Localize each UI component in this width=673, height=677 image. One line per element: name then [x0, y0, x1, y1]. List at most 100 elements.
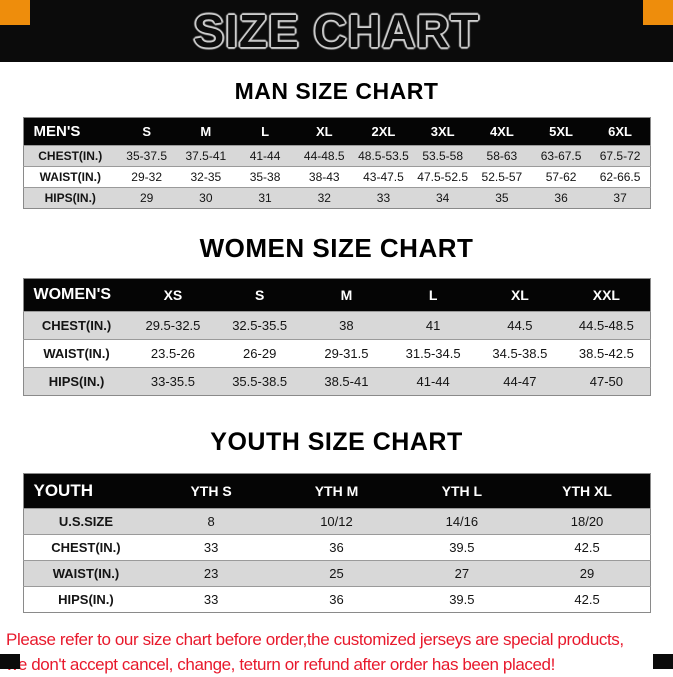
- size-value-cell: 36: [273, 534, 400, 561]
- size-value-cell: 30: [176, 187, 236, 209]
- women-size-chart-section: WOMEN SIZE CHART WOMEN'S XS S M L XL XXL…: [0, 233, 673, 396]
- row-label-cell: HIPS(IN.): [23, 586, 149, 613]
- size-value-cell: 62-66.5: [590, 166, 650, 188]
- women-header-row: WOMEN'S XS S M L XL XXL: [23, 278, 650, 312]
- men-hips-row: HIPS(IN.) 29 30 31 32 33 34 35 36 37: [23, 187, 650, 209]
- size-value-cell: 44.5-48.5: [563, 311, 650, 340]
- men-size-table: MEN'S S M L XL 2XL 3XL 4XL 5XL 6XL CHEST…: [22, 117, 651, 209]
- size-value-cell: 33: [148, 534, 274, 561]
- youth-section-heading: YOUTH SIZE CHART: [210, 428, 463, 456]
- row-label-cell: CHEST(IN.): [23, 145, 118, 167]
- men-header-row: MEN'S S M L XL 2XL 3XL 4XL 5XL 6XL: [23, 117, 650, 146]
- size-value-cell: 29.5-32.5: [129, 311, 217, 340]
- row-label-cell: WAIST(IN.): [23, 166, 118, 188]
- size-value-cell: 18/20: [524, 508, 650, 535]
- youth-header-row: YOUTH YTH S YTH M YTH L YTH XL: [23, 473, 650, 509]
- size-value-cell: 37: [590, 187, 650, 209]
- size-header-cell: XL: [294, 117, 354, 146]
- size-value-cell: 14/16: [399, 508, 525, 535]
- size-value-cell: 39.5: [399, 586, 525, 613]
- size-header-cell: 5XL: [531, 117, 591, 146]
- notice-line-2: we don't accept cancel, change, teturn o…: [6, 655, 555, 674]
- size-header-cell: YTH S: [148, 473, 274, 509]
- size-value-cell: 33-35.5: [129, 367, 217, 396]
- size-value-cell: 47-50: [563, 367, 650, 396]
- row-label-cell: HIPS(IN.): [23, 367, 130, 396]
- size-value-cell: 42.5: [524, 586, 650, 613]
- banner-corner-top-right: [643, 0, 673, 25]
- size-value-cell: 29: [117, 187, 177, 209]
- size-value-cell: 44.5: [476, 311, 564, 340]
- size-value-cell: 53.5-58: [413, 145, 473, 167]
- size-header-cell: 3XL: [413, 117, 473, 146]
- banner-corner-top-left: [0, 0, 30, 25]
- size-value-cell: 23.5-26: [129, 339, 217, 368]
- row-label-cell: WAIST(IN.): [23, 560, 149, 587]
- women-section-heading: WOMEN SIZE CHART: [199, 233, 474, 263]
- row-label-cell: WAIST(IN.): [23, 339, 130, 368]
- size-value-cell: 67.5-72: [590, 145, 650, 167]
- size-header-cell: S: [117, 117, 177, 146]
- women-hips-row: HIPS(IN.) 33-35.5 35.5-38.5 38.5-41 41-4…: [23, 367, 650, 396]
- size-value-cell: 43-47.5: [353, 166, 414, 188]
- table-corner-cell: YOUTH: [23, 473, 149, 509]
- men-waist-row: WAIST(IN.) 29-32 32-35 35-38 38-43 43-47…: [23, 166, 650, 188]
- size-value-cell: 63-67.5: [531, 145, 591, 167]
- size-value-cell: 37.5-41: [176, 145, 236, 167]
- size-value-cell: 35-37.5: [117, 145, 177, 167]
- table-corner-cell: MEN'S: [23, 117, 118, 146]
- size-value-cell: 44-47: [476, 367, 564, 396]
- size-value-cell: 31: [235, 187, 295, 209]
- size-value-cell: 31.5-34.5: [389, 339, 477, 368]
- youth-hips-row: HIPS(IN.) 33 36 39.5 42.5: [23, 586, 650, 613]
- bottom-left-corner-square: [0, 654, 20, 669]
- size-value-cell: 29: [524, 560, 650, 587]
- youth-waist-row: WAIST(IN.) 23 25 27 29: [23, 560, 650, 587]
- size-header-cell: M: [303, 278, 390, 312]
- size-header-cell: M: [176, 117, 236, 146]
- size-header-cell: 2XL: [353, 117, 414, 146]
- size-value-cell: 32: [294, 187, 354, 209]
- size-value-cell: 8: [148, 508, 274, 535]
- size-value-cell: 23: [148, 560, 274, 587]
- size-value-cell: 34.5-38.5: [476, 339, 564, 368]
- size-header-cell: 4XL: [472, 117, 532, 146]
- youth-ussize-row: U.S.SIZE 8 10/12 14/16 18/20: [23, 508, 650, 535]
- size-header-cell: L: [389, 278, 477, 312]
- size-value-cell: 32.5-35.5: [216, 311, 304, 340]
- size-value-cell: 32-35: [176, 166, 236, 188]
- size-value-cell: 26-29: [216, 339, 304, 368]
- size-header-cell: XS: [129, 278, 217, 312]
- size-header-cell: S: [216, 278, 304, 312]
- size-value-cell: 27: [399, 560, 525, 587]
- man-size-chart-section: MAN SIZE CHART MEN'S S M L XL 2XL 3XL 4X…: [0, 78, 673, 209]
- youth-chest-row: CHEST(IN.) 33 36 39.5 42.5: [23, 534, 650, 561]
- size-value-cell: 36: [273, 586, 400, 613]
- size-value-cell: 33: [353, 187, 414, 209]
- size-value-cell: 41-44: [389, 367, 477, 396]
- size-value-cell: 10/12: [273, 508, 400, 535]
- row-label-cell: CHEST(IN.): [23, 311, 130, 340]
- size-value-cell: 33: [148, 586, 274, 613]
- table-corner-cell: WOMEN'S: [23, 278, 130, 312]
- size-value-cell: 38.5-42.5: [563, 339, 650, 368]
- size-value-cell: 57-62: [531, 166, 591, 188]
- size-value-cell: 38.5-41: [303, 367, 390, 396]
- men-chest-row: CHEST(IN.) 35-37.5 37.5-41 41-44 44-48.5…: [23, 145, 650, 167]
- notice-line-1: Please refer to our size chart before or…: [6, 630, 624, 649]
- man-section-heading: MAN SIZE CHART: [234, 78, 439, 104]
- size-value-cell: 38-43: [294, 166, 354, 188]
- size-value-cell: 41-44: [235, 145, 295, 167]
- youth-size-table: YOUTH YTH S YTH M YTH L YTH XL U.S.SIZE …: [22, 473, 651, 613]
- size-value-cell: 29-31.5: [303, 339, 390, 368]
- size-value-cell: 52.5-57: [472, 166, 532, 188]
- size-header-cell: XXL: [563, 278, 650, 312]
- size-value-cell: 38: [303, 311, 390, 340]
- size-value-cell: 58-63: [472, 145, 532, 167]
- footer-notice: Please refer to our size chart before or…: [0, 627, 673, 677]
- size-value-cell: 29-32: [117, 166, 177, 188]
- size-value-cell: 42.5: [524, 534, 650, 561]
- size-value-cell: 35.5-38.5: [216, 367, 304, 396]
- size-header-cell: YTH M: [273, 473, 400, 509]
- size-value-cell: 39.5: [399, 534, 525, 561]
